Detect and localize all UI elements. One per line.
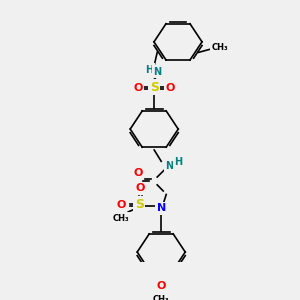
Text: S: S [150, 81, 159, 94]
Text: CH₃: CH₃ [153, 296, 169, 300]
Text: O: O [134, 168, 143, 178]
Text: S: S [135, 198, 144, 211]
Text: H: H [174, 157, 182, 167]
Text: O: O [166, 83, 175, 93]
Text: O: O [134, 83, 143, 93]
Text: CH₃: CH₃ [212, 44, 228, 52]
Text: H: H [145, 65, 153, 75]
Text: N: N [153, 67, 161, 76]
Text: N: N [157, 203, 166, 213]
Text: O: O [116, 200, 126, 210]
Text: CH₃: CH₃ [113, 214, 130, 223]
Text: O: O [136, 183, 145, 194]
Text: N: N [165, 161, 173, 171]
Text: O: O [157, 281, 166, 291]
